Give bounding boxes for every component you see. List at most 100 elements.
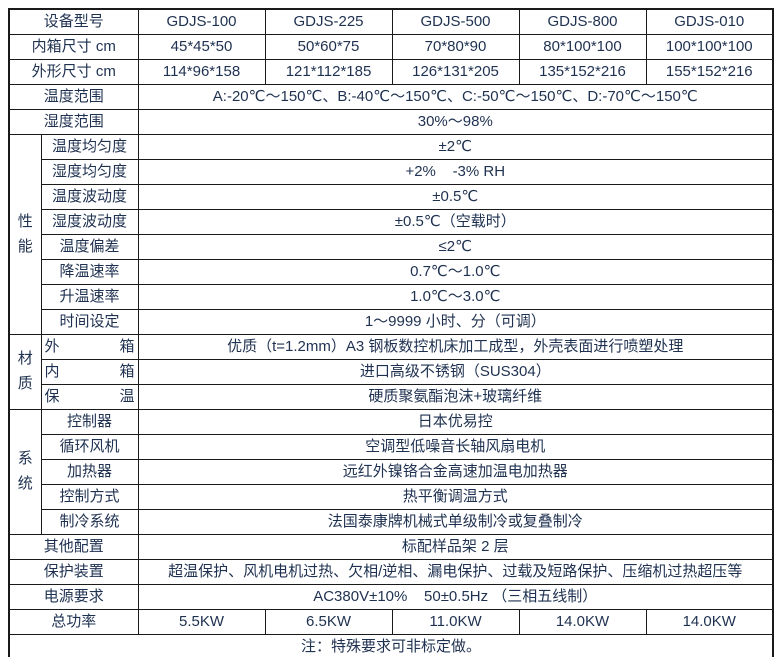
inner-size-cell: 70*80*90 xyxy=(391,34,520,60)
row-outer-size: 外形尺寸 cm 114*96*158 121*112*185 126*131*2… xyxy=(8,59,774,85)
row-models: 设备型号 GDJS-100 GDJS-225 GDJS-500 GDJS-800… xyxy=(8,8,774,35)
row-cooling-rate: 降温速率 0.7℃～1.0℃ xyxy=(9,259,774,285)
perf-label: 温度均匀度 xyxy=(40,134,139,160)
outer-size-label: 外形尺寸 cm xyxy=(8,59,139,85)
perf-value: 1～9999 小时、分（可调） xyxy=(137,309,774,335)
system-label: 制冷系统 xyxy=(40,509,139,535)
system-value: 日本优易控 xyxy=(137,409,774,435)
system-label: 控制方式 xyxy=(40,484,139,510)
group-system: 系统 xyxy=(8,409,42,535)
row-controller: 系统 控制器 日本优易控 xyxy=(8,409,774,535)
row-note: 注：特殊要求可非标定做。 xyxy=(8,634,774,657)
perf-label: 湿度均匀度 xyxy=(40,159,139,185)
row-inner-size: 内箱尺寸 cm 45*45*50 50*60*75 70*80*90 80*10… xyxy=(8,34,774,60)
humidity-range-label: 湿度范围 xyxy=(8,109,139,135)
row-temp-deviation: 温度偏差 ≤2℃ xyxy=(9,234,774,260)
perf-value: ≤2℃ xyxy=(137,234,774,260)
model-cell: GDJS-225 xyxy=(264,8,393,35)
row-protection: 保护装置 超温保护、风机电机过热、欠相/逆相、漏电保护、过载及短路保护、压缩机过… xyxy=(8,559,774,585)
perf-value: 0.7℃～1.0℃ xyxy=(137,259,774,285)
row-temp-fluctuation: 温度波动度 ±0.5℃ xyxy=(9,184,774,210)
models-row-label: 设备型号 xyxy=(8,8,139,35)
perf-label: 温度波动度 xyxy=(40,184,139,210)
outer-size-cell: 114*96*158 xyxy=(137,59,266,85)
row-humidity-fluctuation: 湿度波动度 ±0.5℃（空载时） xyxy=(9,209,774,235)
model-cell: GDJS-010 xyxy=(645,8,774,35)
inner-size-label: 内箱尺寸 cm xyxy=(8,34,139,60)
power-supply-value: AC380V±10% 50±0.5Hz （三相五线制） xyxy=(137,584,774,610)
outer-size-cell: 155*152*216 xyxy=(645,59,774,85)
model-cell: GDJS-500 xyxy=(391,8,520,35)
row-total-power: 总功率 5.5KW 6.5KW 11.0KW 14.0KW 14.0KW xyxy=(8,609,774,635)
temp-range-label: 温度范围 xyxy=(8,84,139,110)
system-value: 远红外镍铬合金高速加温电加热器 xyxy=(137,459,774,485)
material-label: 内 箱 xyxy=(40,359,139,385)
row-temp-uniformity: 性能 温度均匀度 ±2℃ xyxy=(8,134,774,335)
perf-value: 1.0℃～3.0℃ xyxy=(137,284,774,310)
inner-size-cell: 50*60*75 xyxy=(264,34,393,60)
total-power-label: 总功率 xyxy=(8,609,139,635)
inner-size-cell: 80*100*100 xyxy=(518,34,647,60)
row-humidity-range: 湿度范围 30%～98% xyxy=(8,109,774,135)
perf-value: ±0.5℃（空载时） xyxy=(137,209,774,235)
total-power-cell: 14.0KW xyxy=(645,609,774,635)
system-value: 热平衡调温方式 xyxy=(137,484,774,510)
inner-size-cell: 100*100*100 xyxy=(645,34,774,60)
group-material: 材质 xyxy=(8,334,42,410)
row-insulation-material: 保 温 硬质聚氨酯泡沫+玻璃纤维 xyxy=(9,384,774,410)
outer-size-cell: 121*112*185 xyxy=(264,59,393,85)
model-cell: GDJS-100 xyxy=(137,8,266,35)
row-temp-range: 温度范围 A:-20℃～150℃、B:-40℃～150℃、C:-50℃～150℃… xyxy=(8,84,774,110)
outer-size-cell: 126*131*205 xyxy=(391,59,520,85)
power-supply-label: 电源要求 xyxy=(8,584,139,610)
row-inner-box-material: 内 箱 进口高级不锈钢（SUS304） xyxy=(9,359,774,385)
row-other-config: 其他配置 标配样品架 2 层 xyxy=(8,534,774,560)
system-value: 法国泰康牌机械式单级制冷或复叠制冷 xyxy=(137,509,774,535)
material-label: 外 箱 xyxy=(40,334,139,360)
total-power-cell: 6.5KW xyxy=(264,609,393,635)
other-config-value: 标配样品架 2 层 xyxy=(137,534,774,560)
humidity-range-value: 30%～98% xyxy=(137,109,774,135)
material-label: 保 温 xyxy=(40,384,139,410)
inner-size-cell: 45*45*50 xyxy=(137,34,266,60)
perf-value: ±0.5℃ xyxy=(137,184,774,210)
outer-size-cell: 135*152*216 xyxy=(518,59,647,85)
perf-label: 湿度波动度 xyxy=(40,209,139,235)
perf-value: ±2℃ xyxy=(137,134,774,160)
protection-value: 超温保护、风机电机过热、欠相/逆相、漏电保护、过载及短路保护、压缩机过热超压等 xyxy=(137,559,774,585)
material-value: 硬质聚氨酯泡沫+玻璃纤维 xyxy=(137,384,774,410)
perf-value: +2% -3% RH xyxy=(137,159,774,185)
row-humidity-uniformity: 湿度均匀度 +2% -3% RH xyxy=(9,159,774,185)
system-label: 循环风机 xyxy=(40,434,139,460)
total-power-cell: 5.5KW xyxy=(137,609,266,635)
row-heating-rate: 升温速率 1.0℃～3.0℃ xyxy=(9,284,774,310)
model-cell: GDJS-800 xyxy=(518,8,647,35)
system-label: 控制器 xyxy=(40,409,139,435)
group-performance-label: 性能 xyxy=(17,212,33,255)
perf-label: 温度偏差 xyxy=(40,234,139,260)
group-material-label: 材质 xyxy=(17,350,33,392)
row-heater: 加热器 远红外镍铬合金高速加温电加热器 xyxy=(9,459,774,485)
other-config-label: 其他配置 xyxy=(8,534,139,560)
row-refrigeration-system: 制冷系统 法国泰康牌机械式单级制冷或复叠制冷 xyxy=(9,509,774,535)
row-control-method: 控制方式 热平衡调温方式 xyxy=(9,484,774,510)
row-outer-box-material: 材质 外 箱 优质（t=1.2mm）A3 钢板数控机床加工成型，外壳表面进行喷塑… xyxy=(8,334,774,410)
group-performance: 性能 xyxy=(8,134,42,335)
material-value: 优质（t=1.2mm）A3 钢板数控机床加工成型，外壳表面进行喷塑处理 xyxy=(137,334,774,360)
perf-label: 升温速率 xyxy=(40,284,139,310)
total-power-cell: 14.0KW xyxy=(518,609,647,635)
system-label: 加热器 xyxy=(40,459,139,485)
spec-table: 设备型号 GDJS-100 GDJS-225 GDJS-500 GDJS-800… xyxy=(8,8,775,657)
perf-label: 时间设定 xyxy=(40,309,139,335)
row-circulation-fan: 循环风机 空调型低噪音长轴风扇电机 xyxy=(9,434,774,460)
group-system-label: 系统 xyxy=(17,450,33,492)
row-power-supply: 电源要求 AC380V±10% 50±0.5Hz （三相五线制） xyxy=(8,584,774,610)
note-text: 注：特殊要求可非标定做。 xyxy=(8,634,774,657)
perf-label: 降温速率 xyxy=(40,259,139,285)
protection-label: 保护装置 xyxy=(8,559,139,585)
system-value: 空调型低噪音长轴风扇电机 xyxy=(137,434,774,460)
temp-range-value: A:-20℃～150℃、B:-40℃～150℃、C:-50℃～150℃、D:-7… xyxy=(137,84,774,110)
material-value: 进口高级不锈钢（SUS304） xyxy=(137,359,774,385)
row-time-setting: 时间设定 1～9999 小时、分（可调） xyxy=(9,309,774,335)
